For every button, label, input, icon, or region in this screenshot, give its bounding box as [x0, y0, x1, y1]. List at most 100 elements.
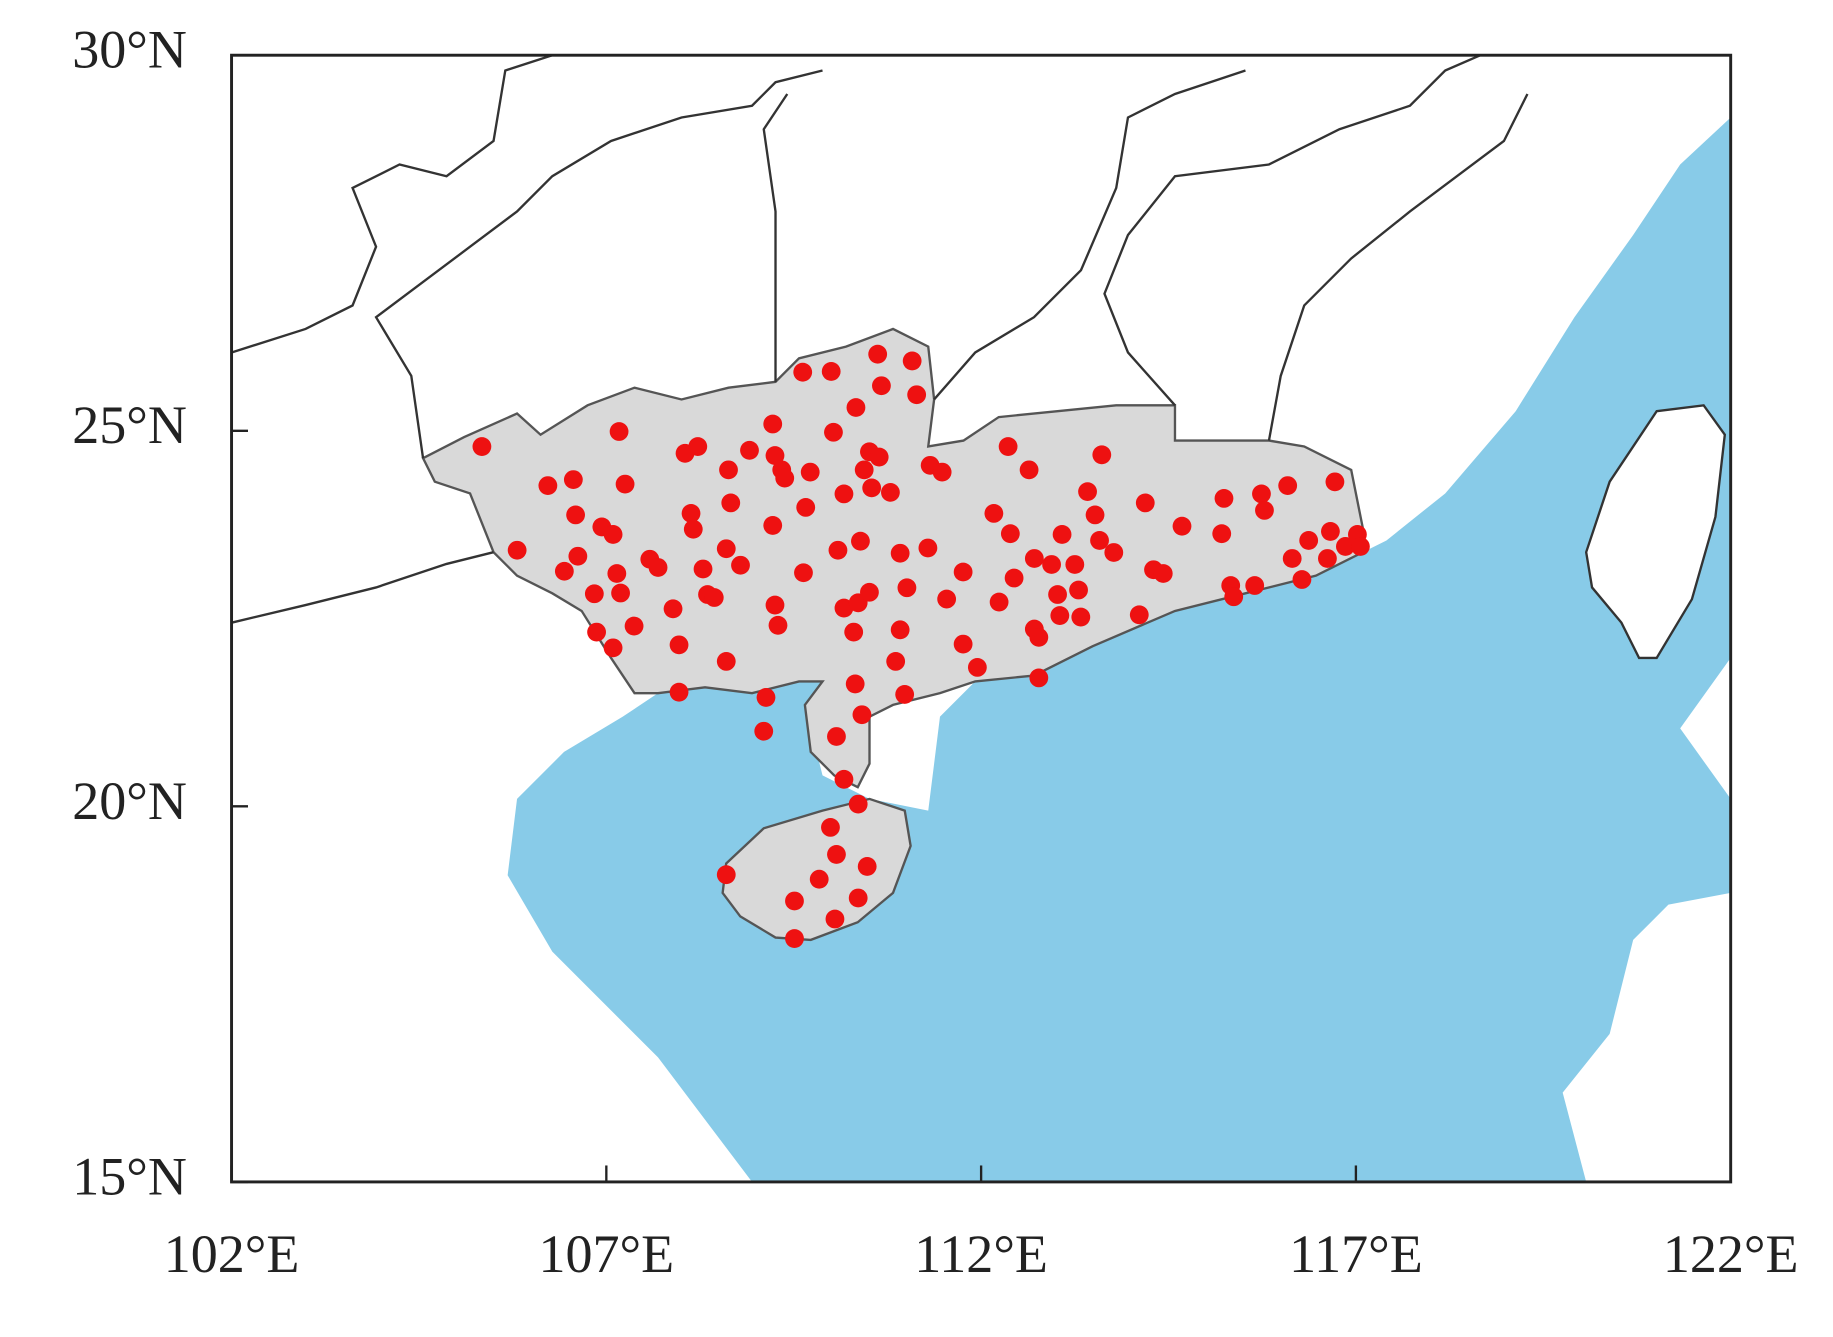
station-point — [989, 592, 1009, 612]
station-point — [844, 622, 864, 642]
station-point — [763, 414, 783, 434]
station-point — [825, 909, 845, 929]
station-point — [953, 634, 973, 654]
station-point — [648, 558, 668, 577]
station-point — [1000, 524, 1020, 544]
station-point — [860, 582, 879, 602]
station-point — [1092, 445, 1112, 465]
station-point — [895, 685, 915, 704]
station-point — [719, 460, 738, 480]
station-point — [854, 460, 874, 480]
station-point — [881, 482, 900, 502]
station-point — [607, 564, 627, 583]
station-point — [768, 615, 788, 635]
station-point — [809, 869, 829, 889]
province-border — [1267, 93, 1529, 441]
station-point — [756, 688, 776, 707]
station-point — [669, 635, 689, 655]
station-point — [1065, 555, 1085, 574]
station-point — [669, 682, 689, 702]
station-point — [688, 437, 708, 456]
station-point — [886, 651, 906, 671]
y-tick-label: 15°N — [72, 1146, 187, 1206]
station-point — [1050, 606, 1070, 625]
station-point — [1214, 488, 1234, 508]
station-point — [918, 538, 938, 558]
province-border — [231, 551, 494, 624]
taiwan — [1584, 404, 1727, 660]
station-point — [1019, 460, 1039, 480]
station-point — [721, 493, 741, 513]
station-point — [1325, 472, 1345, 492]
x-tick-label: 117°E — [1289, 1224, 1423, 1284]
station-point — [1336, 537, 1355, 556]
station-point — [897, 578, 917, 598]
station-point — [824, 422, 843, 442]
station-point — [834, 484, 854, 504]
station-point — [821, 362, 841, 381]
station-point — [1321, 522, 1340, 541]
station-point — [693, 559, 713, 579]
y-tick-label: 25°N — [72, 395, 187, 455]
station-point — [848, 888, 868, 908]
station-point — [1004, 568, 1024, 588]
station-point — [624, 616, 644, 636]
station-point — [1282, 549, 1302, 568]
station-point — [1069, 580, 1088, 600]
station-point — [1078, 482, 1097, 502]
station-point — [785, 929, 804, 948]
station-point — [998, 437, 1018, 456]
province-border — [231, 54, 553, 354]
station-point — [1252, 484, 1271, 504]
station-point — [1024, 549, 1044, 568]
station-point — [1104, 543, 1124, 562]
station-point — [834, 598, 854, 618]
station-point — [716, 865, 736, 885]
station-point — [785, 891, 804, 911]
station-point — [1042, 555, 1061, 574]
station-point — [587, 622, 606, 642]
station-point — [603, 525, 623, 544]
station-point — [1212, 524, 1232, 544]
station-point — [1129, 605, 1149, 625]
station-point — [827, 727, 846, 746]
x-tick-label: 112°E — [914, 1224, 1048, 1284]
station-point — [1071, 607, 1091, 627]
station-point — [793, 362, 813, 382]
station-point — [845, 674, 865, 694]
station-point — [1153, 564, 1173, 583]
station-point — [611, 583, 630, 603]
station-point — [507, 540, 527, 560]
station-point — [1029, 668, 1049, 688]
station-point — [731, 555, 750, 575]
station-point — [868, 344, 888, 364]
station-point — [796, 498, 816, 517]
station-point — [932, 462, 952, 482]
station-point — [852, 705, 872, 725]
station-point — [554, 561, 574, 581]
station-point — [775, 468, 795, 488]
province-border — [374, 69, 823, 459]
station-point — [765, 446, 785, 465]
station-point — [1245, 576, 1265, 595]
station-point — [834, 769, 854, 789]
station-point — [890, 543, 910, 563]
station-point — [1299, 531, 1319, 550]
station-point — [1085, 505, 1105, 525]
station-point — [984, 504, 1004, 523]
station-point — [937, 589, 957, 609]
station-point — [1292, 570, 1312, 589]
station-point — [1029, 627, 1049, 647]
x-tick-label: 107°E — [538, 1224, 674, 1284]
station-point — [827, 845, 846, 864]
station-point — [1172, 516, 1192, 536]
station-point — [828, 540, 848, 560]
station-point — [902, 351, 922, 371]
station-point — [1135, 493, 1155, 513]
station-point — [704, 588, 724, 607]
station-point — [663, 599, 683, 619]
station-point — [1278, 476, 1298, 496]
station-point — [800, 462, 820, 482]
station-point — [681, 504, 701, 523]
